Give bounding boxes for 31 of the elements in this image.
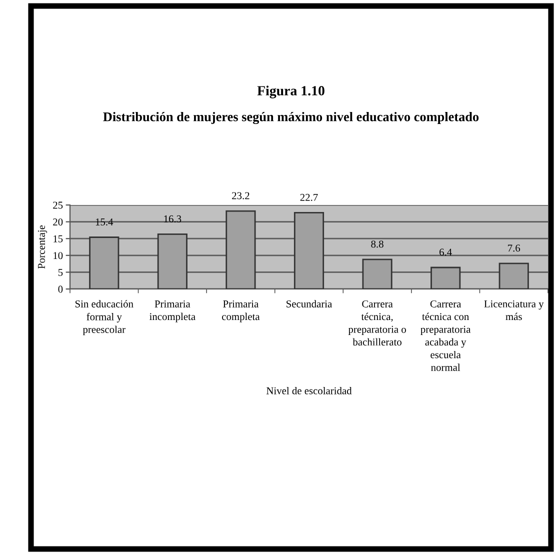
y-axis-title: Porcentaje [38,225,48,269]
bar [89,236,120,289]
bar [362,258,392,289]
bar [157,234,188,289]
x-axis-title: Nivel de escolaridad [266,386,352,394]
x-tick-label: Licenciatura y más [484,300,544,320]
data-label: 15.4 [96,218,114,226]
bar [226,210,256,289]
y-tick-label: 10 [54,252,63,260]
x-tick-label: Primaria incompleta [150,300,196,322]
data-label: 6.4 [440,248,452,256]
x-tick-label: Secundaria [286,300,332,308]
data-label: 22.7 [300,194,318,201]
x-tick-label: Carrera técnica, preparatoria o bachillerato [348,300,406,346]
y-tick-label: 25 [53,202,63,209]
x-tick-label: Primaria completa [222,300,260,322]
y-tick-label: 5 [58,268,63,276]
data-label: 16.3 [164,215,182,222]
data-label: 7.6 [508,244,520,252]
y-tick-label: 20 [53,218,63,226]
bar [430,266,461,289]
x-tick-label: Sin educación formal y preescolar [75,300,134,336]
chart-title: Figura 1.10 [257,86,324,98]
data-label: 23.2 [232,192,250,200]
data-label: 8.8 [371,240,384,248]
bar [294,212,324,289]
bar [498,262,529,289]
y-tick-label: 0 [58,286,63,293]
y-tick-label: 15 [54,235,63,242]
x-tick-label: Carrera técnica con preparatoria acabada y escuela normal [420,300,471,371]
chart-subtitle: Distribución de mujeres según máximo nivel educativo completado [103,112,479,124]
